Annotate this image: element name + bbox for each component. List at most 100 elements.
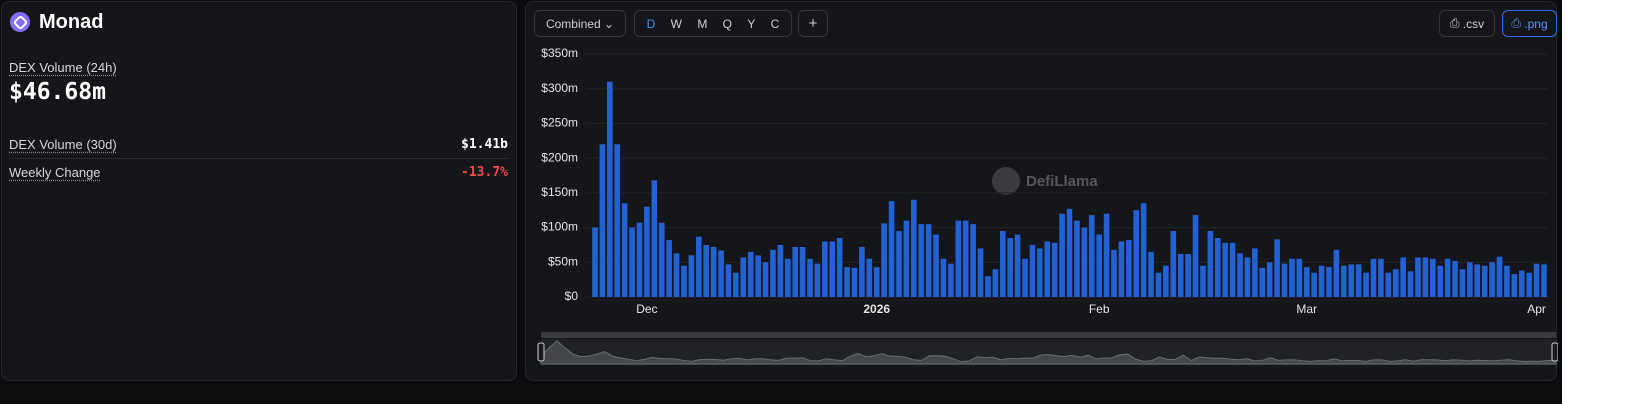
bar [1155,272,1162,297]
bar [1474,264,1481,297]
divider [9,158,508,159]
bar [844,267,850,297]
bar [1192,215,1199,297]
view-label[interactable]: Combined [545,16,601,31]
bar [740,257,747,297]
bar [1326,267,1332,297]
x-tick-label: Feb [1089,302,1110,316]
bar [673,253,680,297]
bar [1429,258,1436,297]
x-tick-label: Dec [636,302,657,316]
y-tick-label: $350m [541,46,578,60]
bar [1355,264,1362,297]
bar [999,231,1006,297]
bar [733,272,739,297]
y-tick-label: $0 [565,289,579,303]
bar [799,247,806,297]
bar [762,262,769,297]
bar [822,241,828,297]
bar [1303,267,1310,297]
bar [1392,269,1399,297]
bar [814,263,821,297]
bar [1111,249,1117,297]
period-button[interactable]: Y [747,16,756,31]
bar [636,222,643,297]
bar [1437,265,1444,297]
bar [1511,274,1518,297]
bar [985,276,991,297]
bar [933,234,939,297]
x-tick-label: 2026 [863,302,890,316]
add-button[interactable]: + [798,10,828,37]
bar [1541,264,1547,297]
bar [918,224,925,297]
x-tick-label: Mar [1296,302,1317,316]
png-button[interactable]: ⎙ .png [1502,10,1557,37]
bar [1222,242,1228,297]
metric-value: -13.7% [461,165,508,180]
bar [1200,265,1206,297]
bar [1489,262,1495,297]
navigator-handle[interactable] [537,342,545,362]
period-button[interactable]: M [697,16,708,31]
bar [903,220,910,297]
period-button[interactable]: Q [722,16,732,31]
bar [629,227,635,297]
bar [873,267,880,297]
bar [1296,258,1303,297]
bar [599,144,606,297]
bar [955,220,962,297]
metric-value: $1.41b [461,137,508,152]
bar [1177,253,1184,297]
bar [688,255,695,297]
metric-label: DEX Volume (30d) [9,137,117,152]
y-tick-label: $200m [541,150,578,164]
bar [1096,234,1102,297]
bar [1378,258,1384,297]
bar [1051,242,1058,297]
bar [755,255,761,297]
view-select[interactable]: Combined ⌄ [534,10,626,37]
chart: DefiLlama $0 $50m $100m $150m $200m $250m $300… [537,46,1558,365]
bar [1126,240,1132,297]
bar [1066,208,1073,297]
csv-button[interactable]: ⎙ .csv [1439,10,1495,37]
bar [725,264,732,297]
chain-name: Monad [39,11,104,33]
bar [896,231,902,297]
png-label[interactable]: .png [1524,16,1548,31]
y-tick-label: $100m [541,220,578,234]
bar [1444,258,1451,297]
bar [1037,248,1043,297]
metric-label: Weekly Change [9,165,101,180]
bar [1259,267,1266,297]
bar [607,81,613,298]
bar [1007,237,1013,297]
csv-label[interactable]: .csv [1462,16,1485,31]
bar [1140,203,1147,297]
bar [836,237,843,297]
watermark: DefiLlama [1026,173,1098,190]
bar [1074,220,1080,297]
bar [1274,239,1280,297]
bar [1207,231,1214,297]
watermark-logo [992,167,1020,195]
bar [1163,265,1169,297]
navigator-handle[interactable] [1551,342,1558,362]
period-button[interactable]: W [670,16,682,31]
bar [1526,272,1532,297]
bar [948,263,954,297]
chain-icon [10,12,30,32]
bar [1029,244,1036,297]
bar [644,206,650,297]
period-button[interactable]: D [646,16,656,31]
bar [1022,258,1028,297]
bar [784,258,791,297]
period-button[interactable]: C [770,16,780,31]
bar [621,203,628,297]
bar [681,265,687,297]
bar [777,244,784,297]
bar [881,223,887,297]
